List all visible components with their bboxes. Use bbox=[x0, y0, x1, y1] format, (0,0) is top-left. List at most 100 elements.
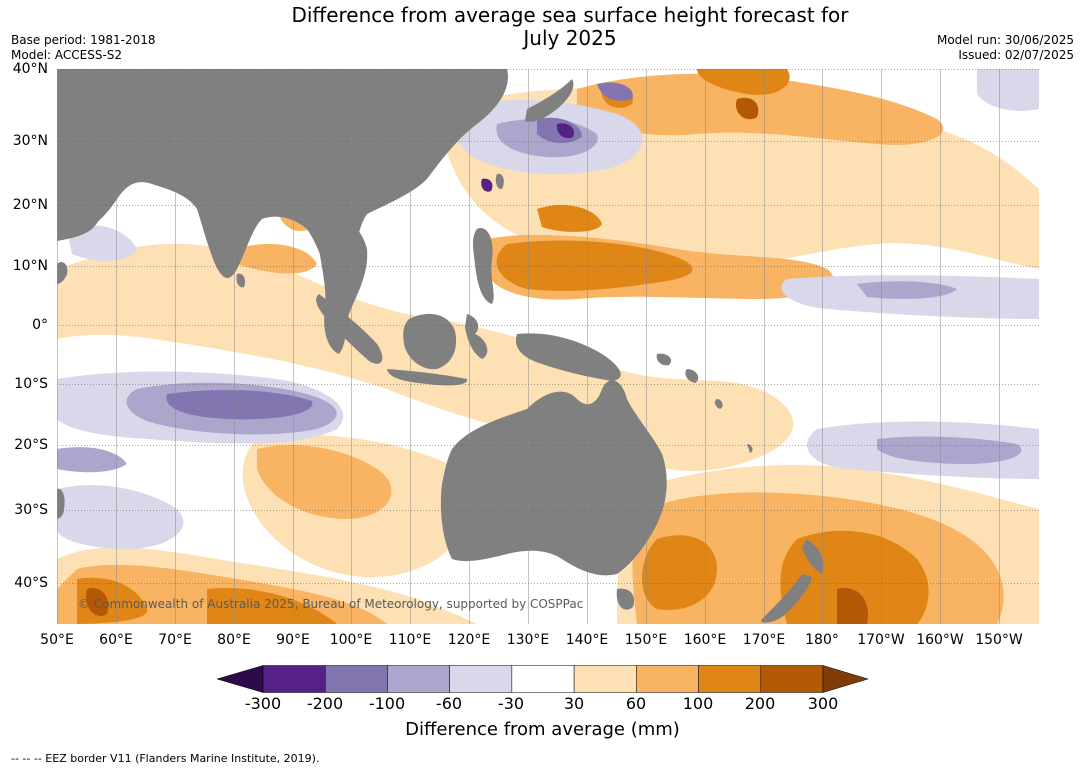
colorbar-segment bbox=[760, 665, 824, 693]
sulawesi-island bbox=[465, 314, 488, 359]
colorbar-tick-label: -30 bbox=[497, 694, 525, 713]
lon-label: 160°E bbox=[683, 632, 727, 648]
lon-label: 60°E bbox=[99, 632, 133, 648]
anomaly-positive-medium bbox=[257, 445, 392, 519]
new-zealand-south bbox=[761, 574, 812, 623]
title-line-2: July 2025 bbox=[523, 26, 617, 50]
anomaly-positive-extreme bbox=[86, 588, 109, 617]
lon-label: 100°E bbox=[329, 632, 373, 648]
sri-lanka-island bbox=[236, 273, 246, 288]
meta-left: Base period: 1981-2018 Model: ACCESS-S2 bbox=[11, 33, 156, 63]
anomaly-positive-strong bbox=[642, 535, 717, 610]
anomaly-positive-medium bbox=[237, 244, 317, 274]
colorbar-tick-label: -60 bbox=[435, 694, 463, 713]
colorbar-tick-label: 100 bbox=[682, 694, 714, 713]
colorbar-tick-label: -200 bbox=[306, 694, 344, 713]
lon-label: 80°E bbox=[217, 632, 251, 648]
lon-label: 70°E bbox=[158, 632, 192, 648]
meta-right: Model run: 30/06/2025 Issued: 02/07/2025 bbox=[937, 33, 1074, 63]
anomaly-positive-strong bbox=[697, 69, 790, 95]
eez-footnote: -- -- -- EEZ border V11 (Flanders Marine… bbox=[11, 752, 320, 765]
anomaly-contours bbox=[57, 69, 1039, 624]
colorbar-segment bbox=[449, 665, 513, 693]
anomaly-negative-extreme bbox=[481, 178, 493, 192]
colorbar-segment bbox=[262, 665, 326, 693]
graticule bbox=[57, 69, 1039, 624]
lat-label: 30°N bbox=[12, 133, 48, 149]
colorbar bbox=[217, 665, 869, 693]
lat-label: 20°S bbox=[14, 437, 48, 453]
lon-label: 180° bbox=[805, 632, 839, 648]
arabian-peninsula bbox=[57, 169, 105, 241]
lon-label: 160°W bbox=[916, 632, 964, 648]
pacific-islands bbox=[656, 353, 753, 453]
lon-label: 140°E bbox=[565, 632, 609, 648]
model-name: Model: ACCESS-S2 bbox=[11, 48, 123, 62]
lon-label: 130°E bbox=[506, 632, 550, 648]
base-period: Base period: 1981-2018 bbox=[11, 33, 156, 47]
anomaly-positive-medium bbox=[577, 73, 944, 145]
anomaly-positive-strong bbox=[496, 240, 693, 292]
lat-label: 10°N bbox=[12, 258, 48, 274]
anomaly-negative-light bbox=[977, 69, 1039, 111]
africa-horn bbox=[57, 262, 68, 284]
colorbar-tick-label: 300 bbox=[807, 694, 839, 713]
lat-label: 0° bbox=[32, 317, 48, 333]
java-island bbox=[387, 369, 468, 386]
colorbar-segment bbox=[573, 665, 637, 693]
new-zealand-north bbox=[802, 539, 824, 574]
lon-label: 170°E bbox=[742, 632, 786, 648]
colorbar-segments bbox=[262, 665, 824, 693]
sumatra-island bbox=[316, 294, 383, 364]
colorbar-segment bbox=[324, 665, 388, 693]
anomaly-negative-strong bbox=[597, 82, 633, 101]
anomaly-negative-strong bbox=[166, 389, 313, 420]
anomaly-negative-light bbox=[67, 225, 137, 261]
borneo-island bbox=[403, 313, 457, 370]
anomaly-positive-strong bbox=[537, 204, 602, 232]
sea-height-map bbox=[57, 69, 1039, 624]
anomaly-positive-strong bbox=[207, 588, 337, 624]
lon-label: 50°E bbox=[40, 632, 74, 648]
map-panel bbox=[57, 69, 1039, 624]
colorbar-tick-label: 60 bbox=[625, 694, 647, 713]
colorbar-tick-label: -300 bbox=[244, 694, 282, 713]
lon-label: 170°W bbox=[857, 632, 905, 648]
anomaly-negative-light bbox=[57, 485, 184, 549]
colorbar-tick-label: 30 bbox=[563, 694, 585, 713]
philippines-islands bbox=[473, 228, 494, 304]
lon-label: 110°E bbox=[388, 632, 432, 648]
copyright-notice: © Commonwealth of Australia 2025, Bureau… bbox=[78, 597, 584, 611]
anomaly-positive-extreme bbox=[837, 588, 868, 624]
australia-continent bbox=[440, 380, 667, 576]
colorbar-title: Difference from average (mm) bbox=[405, 719, 680, 740]
japan-islands bbox=[525, 79, 574, 122]
title-line-1: Difference from average sea surface heig… bbox=[291, 3, 849, 27]
anomaly-negative-medium bbox=[877, 436, 1022, 464]
chart-title: Difference from average sea surface heig… bbox=[0, 4, 1085, 50]
anomaly-negative-medium bbox=[857, 281, 957, 299]
anomaly-positive-extreme bbox=[736, 97, 759, 120]
tasmania-island bbox=[616, 588, 635, 610]
colorbar-segment bbox=[636, 665, 699, 693]
colorbar-segment bbox=[698, 665, 762, 693]
colorbar-segment bbox=[511, 665, 575, 693]
model-run: Model run: 30/06/2025 bbox=[936, 33, 1074, 47]
new-guinea-island bbox=[515, 333, 621, 381]
anomaly-negative-extreme bbox=[556, 123, 575, 139]
lat-label: 40°N bbox=[12, 61, 48, 77]
colorbar-over-arrow bbox=[822, 665, 869, 693]
anomaly-negative-medium bbox=[57, 447, 127, 473]
lat-label: 40°S bbox=[14, 575, 48, 591]
colorbar-under-arrow bbox=[217, 665, 264, 693]
colorbar-tick-label: -100 bbox=[368, 694, 406, 713]
lat-label: 20°N bbox=[12, 197, 48, 213]
lon-label: 120°E bbox=[447, 632, 491, 648]
asia-landmass bbox=[57, 69, 508, 284]
lon-label: 90°E bbox=[276, 632, 310, 648]
lon-label: 150°W bbox=[975, 632, 1023, 648]
madagascar-island bbox=[57, 488, 65, 519]
lat-label: 30°S bbox=[14, 502, 48, 518]
taiwan-island bbox=[495, 173, 504, 190]
colorbar-tick-label: 200 bbox=[744, 694, 776, 713]
